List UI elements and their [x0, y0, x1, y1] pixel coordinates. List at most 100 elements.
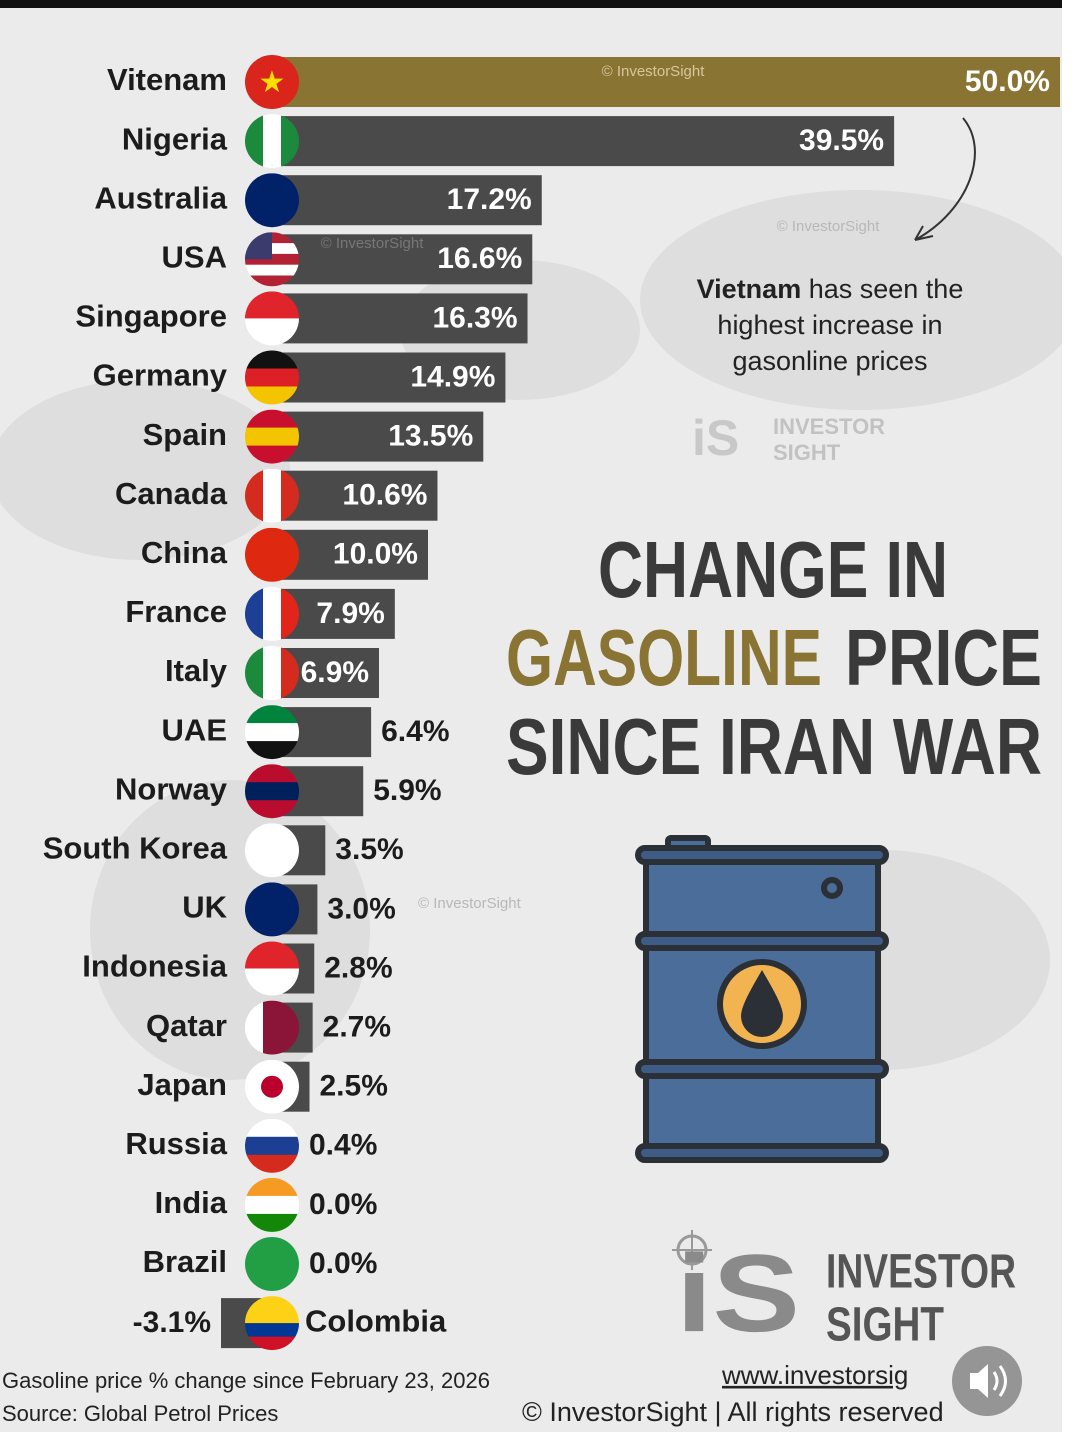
value-label: 0.0%	[309, 1188, 377, 1221]
flag	[245, 409, 299, 464]
value-label: 2.7%	[323, 1011, 391, 1044]
flag-stripe	[245, 468, 264, 523]
logo-mark: iS	[692, 410, 739, 466]
category-label: South Korea	[43, 830, 228, 865]
flag-stripe	[245, 723, 299, 742]
category-label: Canada	[115, 476, 228, 511]
category-label: Vitenam	[107, 62, 227, 97]
flag-stripe	[245, 1154, 299, 1173]
category-label: UAE	[162, 712, 227, 747]
category-label: Singapore	[75, 299, 227, 334]
bar	[270, 234, 533, 285]
category-label: Italy	[165, 653, 228, 688]
flag-stripe	[281, 468, 299, 523]
flag-stripe	[245, 823, 299, 878]
flag-stripe	[281, 646, 299, 700]
flag	[245, 1177, 299, 1232]
value-label: 2.5%	[320, 1070, 388, 1103]
flag-stripe	[245, 1000, 264, 1055]
category-label: Colombia	[305, 1303, 447, 1338]
flag	[245, 468, 299, 523]
flag-stripe	[245, 1136, 299, 1156]
flag-stripe	[263, 646, 282, 700]
brand-name: INVESTOR	[826, 1246, 1016, 1299]
watermark: © InvestorSight	[777, 218, 881, 235]
flag-stripe	[245, 1118, 299, 1138]
flag	[245, 173, 299, 228]
brand-url: www.investorsig	[721, 1360, 908, 1390]
brand-name: SIGHT	[826, 1299, 944, 1352]
logo-text: SIGHT	[773, 440, 841, 465]
category-label: Indonesia	[82, 949, 227, 984]
flag-stripe	[245, 1309, 299, 1324]
flag-stripe	[281, 586, 299, 641]
value-label: 13.5%	[388, 420, 473, 453]
value-label: 3.0%	[327, 892, 395, 925]
flag	[245, 232, 299, 287]
category-label: Australia	[94, 180, 227, 215]
chart-source: Source: Global Petrol Prices	[2, 1401, 278, 1426]
value-label: 2.8%	[324, 951, 392, 984]
watermark: © InvestorSight	[602, 63, 706, 80]
category-label: Japan	[137, 1067, 227, 1102]
annotation-text: has seen the	[809, 274, 964, 304]
flag	[245, 586, 299, 641]
bar	[270, 175, 542, 226]
flag-stripe	[263, 586, 282, 641]
flag-stripe	[245, 445, 299, 464]
bar	[270, 352, 506, 403]
chart-title: CHANGE IN	[598, 525, 948, 614]
flag-stripe	[245, 1237, 299, 1291]
flag	[245, 1118, 299, 1173]
bar	[270, 116, 895, 167]
flag	[245, 1000, 299, 1055]
flag	[245, 1059, 299, 1114]
flag	[245, 527, 299, 582]
flag-stripe	[245, 275, 299, 287]
flag	[245, 705, 299, 760]
top-edge	[0, 0, 1080, 8]
bar	[270, 57, 1060, 107]
value-label: 16.6%	[437, 242, 522, 275]
value-label: 14.9%	[410, 360, 495, 393]
value-label: 39.5%	[799, 124, 884, 157]
value-label: 6.4%	[381, 715, 449, 748]
category-label: USA	[162, 239, 227, 274]
bar	[270, 293, 528, 344]
svg-text:iS: iS	[676, 1232, 800, 1355]
flag-stripe	[245, 253, 299, 266]
category-label: India	[155, 1185, 228, 1220]
value-label: 6.9%	[301, 656, 369, 689]
value-label: 10.6%	[342, 479, 427, 512]
annotation: gasonline prices	[732, 346, 927, 376]
annotation: Vietnam has seen the	[697, 274, 964, 304]
flag-stripe	[245, 427, 299, 447]
flag	[245, 882, 299, 937]
flag-stripe	[245, 173, 299, 228]
flag-stripe	[245, 386, 299, 405]
value-label: 7.9%	[316, 597, 384, 630]
flag-stripe	[263, 468, 282, 523]
flag-stripe	[245, 646, 264, 700]
category-label: Brazil	[143, 1244, 227, 1279]
flag-stripe	[281, 1000, 299, 1055]
flag-stripe	[263, 114, 282, 169]
category-label: Spain	[143, 417, 227, 452]
flag-stripe	[245, 764, 299, 783]
category-label: France	[125, 594, 227, 629]
audio-button[interactable]	[952, 1346, 1022, 1416]
annotation-bold: Vietnam	[697, 274, 802, 304]
bars: ★ Vitenam 50.0% Nigeria 39.5% Australia 17.2% U…	[43, 55, 1060, 1351]
bar	[270, 411, 484, 462]
flag	[245, 764, 299, 819]
flag	[245, 350, 299, 405]
category-label: Russia	[125, 1126, 227, 1161]
flag-stripe	[245, 705, 299, 724]
chart-title-highlight: GASOLINE	[506, 613, 822, 702]
flag-stripe	[245, 1213, 299, 1232]
flag-stripe	[245, 350, 299, 369]
logo-text: INVESTOR	[773, 414, 885, 439]
category-label: China	[141, 535, 228, 570]
flag-stripe	[245, 1195, 299, 1215]
